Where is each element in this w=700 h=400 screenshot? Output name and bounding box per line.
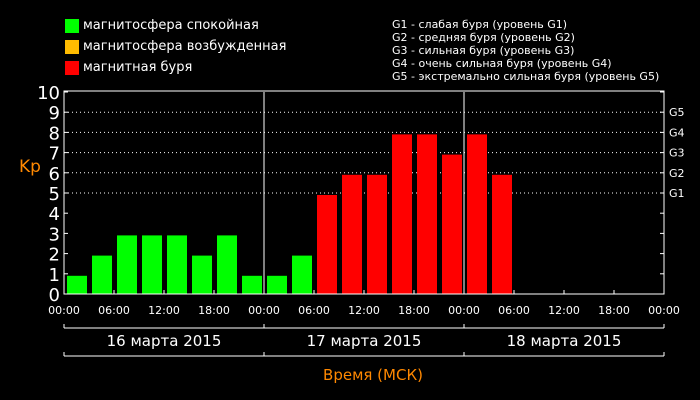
y-tick-label: 1 [49,265,60,286]
y-tick-label: 7 [49,144,60,165]
y-tick-label: 2 [49,245,60,266]
g-level-label: G3 [669,147,685,160]
bar [292,255,312,294]
g-level-label: G2 [669,167,685,180]
x-tick-label: 12:00 [148,304,180,317]
bar [492,174,512,294]
g-level-label: G1 [669,187,685,200]
x-tick-label: 00:00 [648,304,680,317]
bar [92,255,112,294]
g-legend-g1: G1 - слабая буря (уровень G1) [392,18,568,31]
y-tick-label: 4 [49,204,60,225]
legend-label: магнитосфера возбужденная [83,39,287,54]
legend-swatch-storm [65,60,79,75]
y-tick-label: 8 [49,123,60,144]
x-tick-label: 18:00 [198,304,230,317]
y-tick-label: 9 [49,103,60,124]
y-tick-label: 3 [49,224,60,245]
legend-label: магнитосфера спокойная [83,18,259,33]
date-label: 18 марта 2015 [507,332,622,350]
date-label: 16 марта 2015 [107,332,222,350]
x-tick-label: 18:00 [398,304,430,317]
y-tick-label: 10 [37,83,60,104]
bar [167,235,187,294]
y-tick-label: 0 [49,285,60,306]
legend-quiet: магнитосфера спокойная [65,18,259,33]
legend-swatch-active [65,39,79,54]
bar [467,134,487,294]
g-legend-g4: G4 - очень сильная буря (уровень G4) [392,57,612,70]
x-tick-label: 06:00 [298,304,330,317]
bar [117,235,137,294]
bar [217,235,237,294]
legend-storm: магнитная буря [65,60,192,75]
x-tick-label: 06:00 [498,304,530,317]
bar [442,154,462,294]
bar [342,174,362,294]
bar [392,134,412,294]
bar [192,255,212,294]
x-axis-title: Время (МСК) [323,366,423,384]
x-tick-label: 12:00 [348,304,380,317]
y-tick-label: 6 [49,164,60,185]
bar [142,235,162,294]
x-tick-label: 18:00 [598,304,630,317]
bar [242,275,262,294]
bar [267,275,287,294]
y-axis-title: Kp [19,157,41,177]
bar [317,195,337,294]
legend-active: магнитосфера возбужденная [65,39,286,54]
x-tick-label: 00:00 [48,304,80,317]
y-tick-label: 5 [49,184,60,205]
bar [417,134,437,294]
bar [67,275,87,294]
g-level-label: G4 [669,126,685,139]
legend-label: магнитная буря [83,60,193,75]
g-legend-g3: G3 - сильная буря (уровень G3) [392,44,575,57]
x-tick-label: 06:00 [98,304,130,317]
x-tick-label: 00:00 [248,304,280,317]
date-label: 17 марта 2015 [307,332,422,350]
g-legend-g5: G5 - экстремально сильная буря (уровень … [392,70,660,83]
x-tick-label: 12:00 [548,304,580,317]
g-legend-g2: G2 - средняя буря (уровень G2) [392,31,575,44]
legend-swatch-quiet [65,18,79,33]
x-tick-label: 00:00 [448,304,480,317]
bar [367,174,387,294]
g-level-label: G5 [669,106,685,119]
